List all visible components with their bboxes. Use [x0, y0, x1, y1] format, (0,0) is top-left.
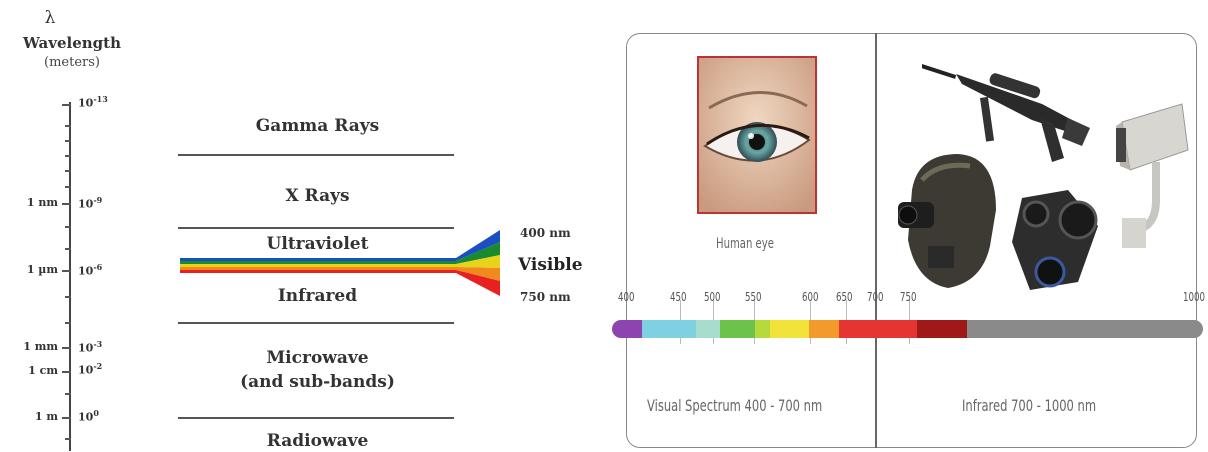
scale-label: 550 — [745, 290, 762, 304]
minor-tick — [65, 296, 71, 298]
scale-label: 700 — [867, 290, 884, 304]
visible-stripe-orange — [180, 267, 456, 270]
axis-tick — [62, 417, 71, 419]
exp-label: 10-9 — [78, 195, 103, 211]
lambda-symbol: λ — [44, 8, 56, 28]
minor-tick — [65, 322, 71, 324]
exp-label: 100 — [78, 408, 99, 424]
spectrum-segment — [966, 320, 1203, 338]
band-divider — [178, 417, 454, 419]
visible-stripe-yellow — [180, 264, 456, 267]
unit-label: 1 m — [34, 410, 58, 423]
axis-tick — [62, 104, 71, 106]
band-divider — [178, 322, 454, 324]
spectrum-segment — [641, 320, 696, 338]
spectrum-segment — [695, 320, 721, 338]
scale-label: 500 — [704, 290, 721, 304]
spectrum-segment — [838, 320, 918, 338]
exp-label: 10-6 — [78, 262, 103, 278]
minor-tick — [65, 438, 71, 440]
visible-fan — [456, 230, 500, 296]
minor-tick — [65, 125, 71, 127]
unit-label: 1 mm — [23, 340, 58, 353]
exp-label: 10-13 — [78, 94, 108, 110]
visible-bottom-nm: 750 nm — [520, 290, 571, 304]
axis-tick — [62, 347, 71, 349]
security-camera-icon — [1116, 103, 1189, 248]
scale-label: 750 — [900, 290, 917, 304]
scale-label: 450 — [670, 290, 687, 304]
minor-tick — [65, 170, 71, 172]
axis-tick — [62, 270, 71, 272]
panel-divider — [875, 33, 877, 448]
scale-label: 400 — [618, 290, 635, 304]
band-radiowave: Radiowave — [266, 431, 369, 451]
spectrum-segment — [612, 320, 642, 338]
minor-tick — [65, 186, 71, 188]
spectrum-segment — [769, 320, 809, 338]
visible-stripe-green — [180, 261, 456, 264]
visible-label: Visible — [518, 255, 583, 275]
scale-label: 600 — [802, 290, 819, 304]
axis-tick — [62, 371, 71, 373]
band-gamma-rays: Gamma Rays — [255, 116, 380, 136]
unit-label: 1 cm — [28, 364, 58, 377]
axis-title: Wavelength — [23, 34, 121, 52]
band-microwave-sub: (and sub-bands) — [240, 372, 395, 392]
unit-label: 1 µm — [26, 263, 58, 276]
band-divider — [178, 154, 454, 156]
spectrum-segment — [754, 320, 770, 338]
visible-stripe-red — [180, 270, 456, 273]
scale-label: 1000 — [1183, 290, 1205, 304]
scale-label: 650 — [836, 290, 853, 304]
minor-tick — [65, 248, 71, 250]
exp-label: 10-2 — [78, 361, 103, 377]
visible-stripe-blue — [180, 258, 456, 261]
visible-top-nm: 400 nm — [520, 226, 571, 240]
human-eye-caption: Human eye — [716, 236, 774, 252]
band-ultraviolet: Ultraviolet — [266, 234, 369, 254]
night-vision-binoculars-icon — [1012, 190, 1098, 290]
spectrum-segment — [917, 320, 967, 338]
minor-tick — [65, 226, 71, 228]
band-x-rays: X Rays — [285, 186, 350, 206]
infrared-caption: Infrared 700 - 1000 nm — [962, 396, 1097, 415]
exp-label: 10-3 — [78, 339, 103, 355]
spectrum-segment — [808, 320, 839, 338]
spectrum-bar — [612, 320, 1203, 338]
minor-tick — [65, 393, 71, 395]
visual-spectrum-caption: Visual Spectrum 400 - 700 nm — [647, 396, 823, 415]
human-eye-image — [697, 56, 817, 214]
minor-tick — [65, 140, 71, 142]
band-infrared: Infrared — [277, 286, 358, 306]
axis-unit: (meters) — [44, 55, 100, 70]
scope-rifle-icon — [922, 64, 1090, 162]
spectrum-segment — [720, 320, 755, 338]
band-divider — [178, 227, 454, 229]
wavelength-axis — [69, 102, 71, 451]
axis-tick — [62, 203, 71, 205]
band-microwave: Microwave — [266, 348, 369, 368]
minor-tick — [65, 155, 71, 157]
night-vision-helmet-icon — [898, 154, 996, 288]
unit-label: 1 nm — [26, 196, 58, 209]
